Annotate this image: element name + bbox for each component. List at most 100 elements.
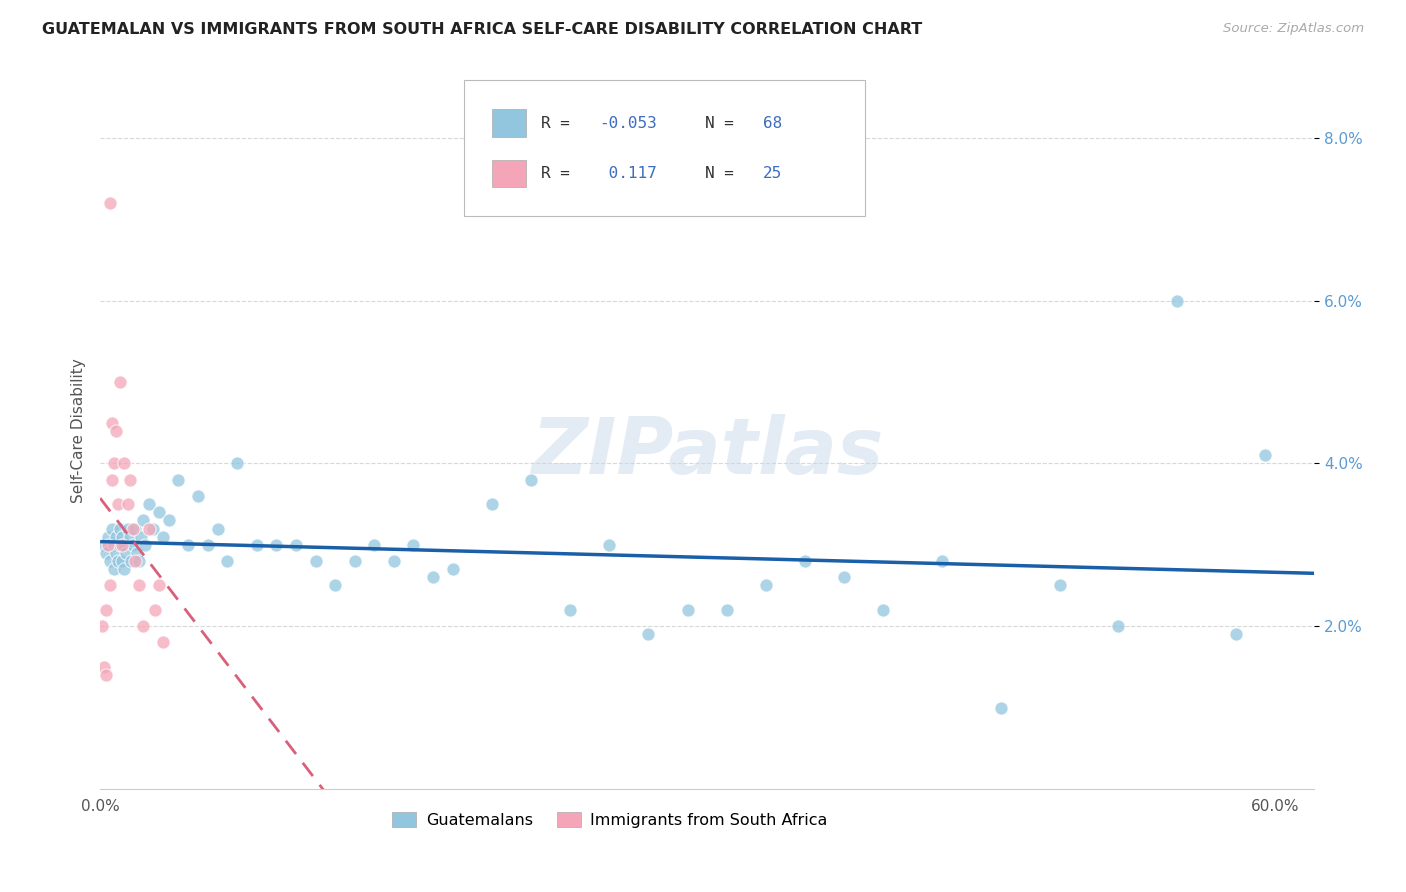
FancyBboxPatch shape [492, 110, 526, 136]
Point [98, 196, 121, 211]
Point [148, 578, 170, 592]
Point [284, 538, 307, 552]
Text: Source: ZipAtlas.com: Source: ZipAtlas.com [1223, 22, 1364, 36]
Point [246, 538, 269, 552]
Point [217, 554, 239, 568]
Point [520, 473, 543, 487]
Point [104, 424, 127, 438]
Point [142, 522, 165, 536]
Point [121, 554, 143, 568]
Point [91, 619, 114, 633]
Point [118, 473, 141, 487]
Point [323, 578, 346, 592]
Point [382, 554, 405, 568]
Point [676, 603, 699, 617]
Point [148, 505, 170, 519]
Point [127, 546, 149, 560]
Point [558, 603, 581, 617]
Point [117, 522, 139, 536]
Point [108, 538, 131, 552]
Point [103, 562, 125, 576]
Point [111, 530, 134, 544]
Point [152, 530, 174, 544]
Point [128, 578, 150, 592]
Point [101, 522, 124, 536]
Point [343, 554, 366, 568]
Point [1049, 578, 1071, 592]
Point [118, 530, 141, 544]
Point [143, 603, 166, 617]
Point [103, 538, 125, 552]
Point [755, 578, 778, 592]
Point [98, 554, 121, 568]
Point [111, 538, 134, 552]
Point [422, 570, 444, 584]
Point [111, 554, 134, 568]
Point [207, 522, 229, 536]
Point [97, 538, 120, 552]
Text: R =: R = [541, 166, 579, 181]
Point [97, 530, 120, 544]
Point [598, 538, 620, 552]
Point [138, 497, 160, 511]
Point [931, 554, 953, 568]
Legend: Guatemalans, Immigrants from South Africa: Guatemalans, Immigrants from South Afric… [387, 805, 834, 835]
Point [101, 473, 124, 487]
Point [266, 538, 288, 552]
Point [104, 546, 127, 560]
Point [122, 522, 145, 536]
Point [94, 668, 117, 682]
Text: N =: N = [704, 166, 744, 181]
Point [132, 513, 155, 527]
Point [1225, 627, 1247, 641]
Point [112, 562, 135, 576]
Point [132, 619, 155, 633]
Point [832, 570, 855, 584]
Point [112, 457, 135, 471]
Point [402, 538, 425, 552]
Point [117, 497, 139, 511]
Point [441, 562, 464, 576]
Y-axis label: Self-Care Disability: Self-Care Disability [72, 359, 86, 503]
Point [108, 375, 131, 389]
Point [108, 522, 131, 536]
Text: R =: R = [541, 116, 579, 130]
FancyBboxPatch shape [464, 80, 865, 216]
FancyBboxPatch shape [492, 160, 526, 186]
Point [107, 554, 129, 568]
Point [1254, 448, 1277, 462]
Point [129, 530, 152, 544]
Text: ZIPatlas: ZIPatlas [531, 415, 883, 491]
Point [94, 603, 117, 617]
Text: -0.053: -0.053 [599, 116, 657, 130]
Point [637, 627, 659, 641]
Point [124, 554, 146, 568]
Point [122, 538, 145, 552]
Point [103, 457, 125, 471]
Point [112, 538, 135, 552]
Point [98, 578, 121, 592]
Point [304, 554, 326, 568]
Point [107, 497, 129, 511]
Point [177, 538, 200, 552]
Point [138, 522, 160, 536]
Point [128, 554, 150, 568]
Text: 25: 25 [763, 166, 782, 181]
Text: 0.117: 0.117 [599, 166, 657, 181]
Point [167, 473, 190, 487]
Point [104, 530, 127, 544]
Text: GUATEMALAN VS IMMIGRANTS FROM SOUTH AFRICA SELF-CARE DISABILITY CORRELATION CHAR: GUATEMALAN VS IMMIGRANTS FROM SOUTH AFRI… [42, 22, 922, 37]
Point [872, 603, 894, 617]
Point [226, 457, 249, 471]
Point [990, 700, 1012, 714]
Text: 68: 68 [763, 116, 782, 130]
Point [114, 546, 136, 560]
Point [197, 538, 219, 552]
Point [101, 416, 124, 430]
Point [481, 497, 503, 511]
Point [1107, 619, 1129, 633]
Point [93, 660, 115, 674]
Point [94, 546, 117, 560]
Point [152, 635, 174, 649]
Point [794, 554, 817, 568]
